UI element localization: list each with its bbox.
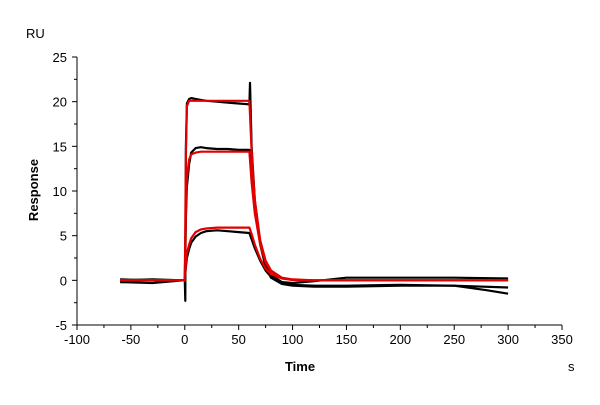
x-tick-label: 350: [551, 332, 573, 347]
fit-mid-line: [120, 150, 509, 282]
y-tick-label: 5: [60, 229, 67, 244]
series-group: [120, 81, 509, 302]
x-tick-label: -100: [64, 332, 90, 347]
x-tick-label: 0: [181, 332, 188, 347]
y-tick-label: 15: [53, 139, 67, 154]
x-unit-label: s: [568, 359, 575, 374]
y-axis-label: Response: [26, 159, 41, 221]
x-tick-label: 50: [231, 332, 245, 347]
x-tick-label: 300: [497, 332, 519, 347]
y-tick-label: 25: [53, 50, 67, 65]
x-tick-label: 200: [389, 332, 411, 347]
x-tick-label: -50: [121, 332, 140, 347]
measured-low-line: [120, 229, 509, 285]
y-tick-label: 0: [60, 273, 67, 288]
measured-mid-line: [120, 146, 509, 289]
y-tick-label: 20: [53, 95, 67, 110]
x-tick-label: 250: [443, 332, 465, 347]
x-axis-label: Time: [285, 359, 315, 374]
x-tick-label: 100: [282, 332, 304, 347]
measured-high-line: [120, 81, 509, 302]
y-unit-label: RU: [26, 26, 45, 41]
y-tick-label: 10: [53, 184, 67, 199]
fit-low-line: [120, 226, 509, 282]
fit-high-line: [120, 99, 509, 282]
y-tick-label: -5: [55, 318, 67, 333]
x-tick-label: 150: [336, 332, 358, 347]
